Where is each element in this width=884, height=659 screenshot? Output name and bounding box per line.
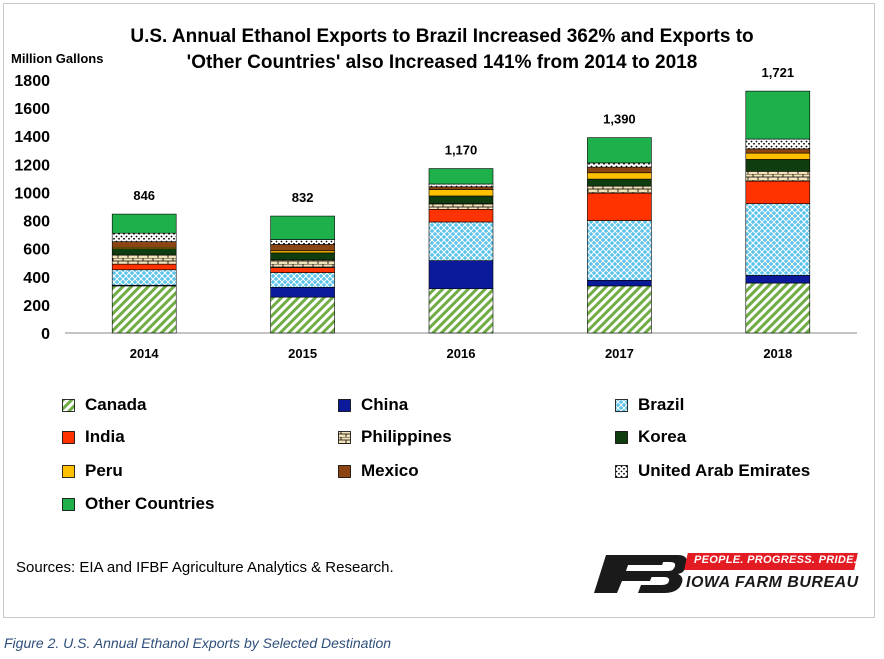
chart-title-line-2: 'Other Countries' also Increased 141% fr…	[186, 52, 698, 73]
y-tick-label: 1400	[14, 129, 50, 146]
bar-segment-other-countries-2017	[587, 137, 652, 164]
y-tick-label: 1200	[14, 157, 50, 174]
bar-segment-canada-2017	[587, 285, 652, 334]
x-tick-label: 2018	[763, 346, 792, 361]
bar-segment-canada-2014	[111, 285, 177, 334]
bar-segment-philippines-2015	[270, 259, 335, 268]
bar-segment-korea-2014	[111, 248, 177, 256]
bar-segment-china-2017	[587, 279, 652, 287]
bar-segment-united-arab-emirates-2017	[587, 162, 652, 168]
bar-segment-philippines-2016	[428, 203, 494, 210]
bar-segment-brazil-2014	[111, 269, 177, 286]
y-tick-label: 200	[23, 298, 50, 315]
figure-caption: Figure 2. U.S. Annual Ethanol Exports by…	[4, 635, 392, 651]
bar-total-label: 832	[292, 190, 314, 205]
bar-segment-united-arab-emirates-2018	[745, 138, 811, 150]
bar-segment-canada-2015	[270, 296, 335, 334]
bar-segment-peru-2017	[587, 172, 652, 180]
bar-segment-philippines-2014	[111, 254, 177, 265]
bar-segment-peru-2015	[270, 250, 335, 254]
bar-segment-mexico-2014	[111, 241, 177, 248]
bar-segment-india-2016	[428, 209, 494, 223]
logo-tagline: PEOPLE. PROGRESS. PRIDE.	[694, 554, 858, 566]
y-tick-label: 800	[23, 214, 50, 231]
bar-segment-india-2014	[111, 263, 177, 271]
y-tick-label: 600	[23, 242, 50, 259]
y-tick-label: 1600	[14, 101, 50, 118]
bar-segment-mexico-2018	[745, 148, 811, 154]
bar-segment-united-arab-emirates-2016	[428, 183, 494, 188]
bar-total-label: 1,390	[603, 112, 636, 127]
bar-segment-peru-2018	[745, 152, 811, 160]
x-tick-label: 2017	[605, 346, 634, 361]
bar-segment-india-2017	[587, 192, 652, 221]
bar-segment-india-2015	[270, 267, 335, 273]
bar-segment-mexico-2017	[587, 166, 652, 174]
bar-segment-united-arab-emirates-2014	[111, 232, 177, 242]
bar-segment-peru-2016	[428, 189, 494, 197]
y-tick-label: 1800	[14, 73, 50, 90]
bar-segment-china-2016	[428, 260, 494, 290]
bar-segment-korea-2016	[428, 195, 494, 204]
bar-total-label: 846	[133, 188, 155, 203]
bar-segment-korea-2017	[587, 178, 652, 187]
bar-total-label: 1,170	[445, 143, 478, 158]
bar-segment-brazil-2017	[587, 220, 652, 281]
chart-title: U.S. Annual Ethanol Exports to Brazil In…	[0, 24, 884, 76]
bar-segment-other-countries-2015	[270, 215, 335, 240]
x-tick-label: 2016	[447, 346, 476, 361]
x-tick-label: 2014	[130, 346, 160, 361]
logo-name: IOWA FARM BUREAU	[686, 574, 859, 591]
x-tick-label: 2015	[288, 346, 317, 361]
bar-segment-china-2015	[270, 287, 335, 298]
y-tick-label: 400	[23, 270, 50, 287]
bar-segment-other-countries-2018	[745, 90, 811, 140]
bar-segment-india-2018	[745, 180, 811, 204]
farm-bureau-logo	[594, 555, 687, 593]
bar-total-label: 1,721	[762, 65, 795, 80]
y-tick-label: 0	[41, 326, 50, 343]
bar-segment-china-2018	[745, 275, 811, 284]
bar-segment-canada-2018	[745, 282, 811, 334]
bar-segment-philippines-2018	[745, 171, 811, 182]
chart-title-line-1: U.S. Annual Ethanol Exports to Brazil In…	[130, 26, 754, 47]
y-axis-label: Million Gallons	[11, 51, 104, 66]
bar-segment-korea-2015	[270, 252, 335, 261]
bar-segment-brazil-2018	[745, 203, 811, 276]
bar-segment-philippines-2017	[587, 185, 652, 194]
bar-segment-other-countries-2016	[428, 168, 494, 185]
y-tick-label: 1000	[14, 185, 50, 202]
bar-segment-canada-2016	[428, 288, 494, 334]
bar-segment-korea-2018	[745, 159, 811, 172]
bar-segment-united-arab-emirates-2015	[270, 239, 335, 245]
bar-segment-mexico-2015	[270, 244, 335, 252]
bar-segment-brazil-2016	[428, 221, 494, 261]
bar-segment-mexico-2016	[428, 186, 494, 190]
bar-segment-other-countries-2014	[111, 213, 177, 234]
bar-segment-brazil-2015	[270, 272, 335, 288]
sources-note: Sources: EIA and IFBF Agriculture Analyt…	[16, 559, 394, 576]
